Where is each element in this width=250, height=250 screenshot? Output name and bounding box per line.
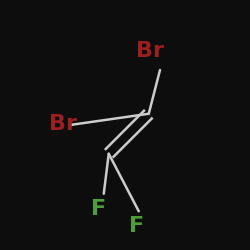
Text: F: F — [129, 216, 144, 236]
Text: Br: Br — [136, 41, 164, 61]
Text: F: F — [91, 199, 106, 219]
Text: Br: Br — [49, 114, 77, 134]
